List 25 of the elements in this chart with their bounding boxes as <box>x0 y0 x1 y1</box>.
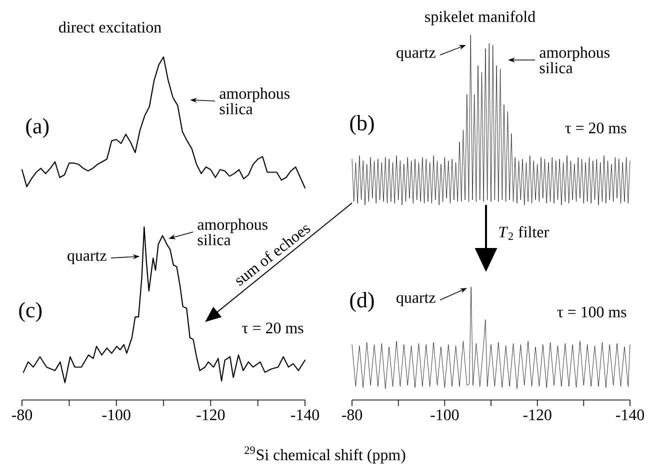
annotation: (a) <box>26 118 49 138</box>
annotation: amorphous silica <box>540 46 610 74</box>
annotation: quartz <box>68 252 106 264</box>
annotation: amorphous silica <box>220 88 290 114</box>
x-axis-title: $^{29}$Si chemical shift (ppm) <box>244 446 406 464</box>
chart-title: direct excitation <box>59 21 162 33</box>
annotation: τ = 20 ms <box>242 322 304 334</box>
x-tick-label: -140 <box>290 410 320 420</box>
annotation: τ = 20 ms <box>565 122 626 134</box>
x-tick-label: -80 <box>342 410 362 420</box>
annotation: (c) <box>19 302 42 322</box>
annotation: amorphous silica <box>198 218 268 246</box>
x-tick-label: -100 <box>430 410 459 420</box>
annotation: τ = 100 ms <box>557 306 626 318</box>
annotation: quartz <box>396 294 436 306</box>
x-tick-label: -80 <box>12 410 32 420</box>
text: T$_{2}$ filter <box>499 226 549 240</box>
chart-title: spikelet manifold <box>425 10 536 26</box>
x-tick-label: -140 <box>616 410 644 420</box>
x-tick-label: -120 <box>196 410 225 420</box>
annotation: (d) <box>350 292 374 312</box>
annotation: (b) <box>350 115 374 135</box>
x-tick-label: -100 <box>102 410 130 420</box>
x-tick-label: -120 <box>523 410 552 420</box>
annotation: quartz <box>396 48 436 62</box>
